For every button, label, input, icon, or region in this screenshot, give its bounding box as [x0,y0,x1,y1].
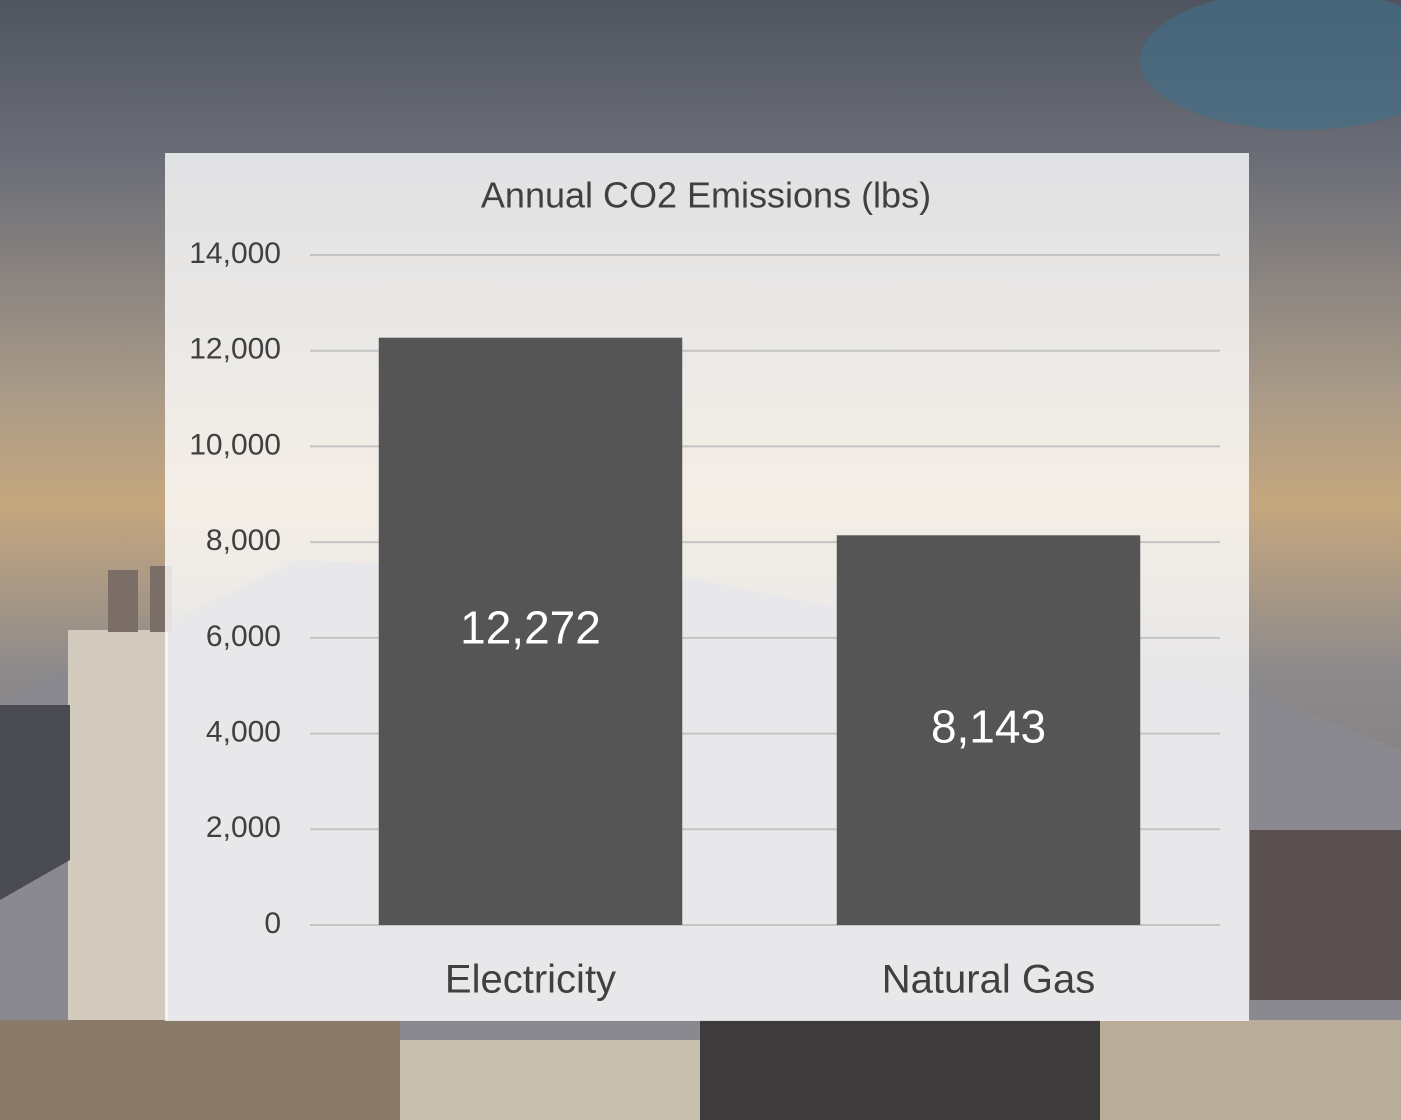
y-tick-label: 0 [264,907,281,940]
y-tick-label: 4,000 [206,715,281,748]
y-tick-label: 2,000 [206,811,281,844]
page: {"chart_data": {"type": "bar", "title": … [0,0,1401,1120]
y-tick-label: 14,000 [189,237,281,270]
y-tick-label: 12,000 [189,333,281,366]
value-label: 8,143 [931,700,1046,752]
y-tick-label: 10,000 [189,428,281,461]
chart: Annual CO2 Emissions (lbs) 0 2,000 4,000 6,… [0,0,1401,1120]
chart-title: Annual CO2 Emissions (lbs) [481,175,931,216]
x-tick-label: Natural Gas [882,958,1095,1002]
value-label: 12,272 [460,602,601,654]
x-tick-label: Electricity [445,958,616,1002]
y-tick-label: 6,000 [206,620,281,653]
y-tick-label: 8,000 [206,524,281,557]
